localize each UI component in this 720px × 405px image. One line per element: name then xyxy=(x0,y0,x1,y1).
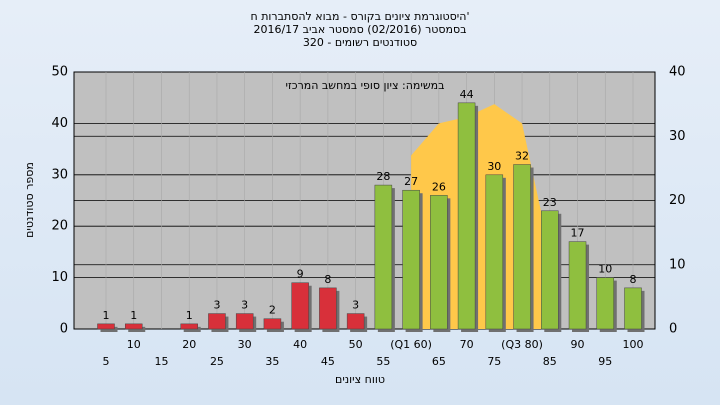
y-axis-label: מספר סטודנטים xyxy=(23,162,36,238)
y-tick-label: 50 xyxy=(51,65,68,80)
value-label: 8 xyxy=(630,273,637,286)
bar xyxy=(124,323,143,330)
bar xyxy=(374,184,393,330)
bar xyxy=(97,323,115,330)
x-tick-label: 55 xyxy=(376,355,390,368)
value-label: 27 xyxy=(404,175,418,188)
x-tick-label: 15 xyxy=(154,355,168,368)
bar xyxy=(485,174,504,330)
y-tick-label: 0 xyxy=(60,322,68,337)
bar xyxy=(402,189,420,330)
x-tick-label: 25 xyxy=(210,355,224,368)
bar xyxy=(430,195,448,330)
x-tick-label: 20 xyxy=(182,338,196,351)
value-label: 9 xyxy=(297,268,304,281)
x-tick-label: 40 xyxy=(293,338,307,351)
x-tick-label: (Q1 60) xyxy=(390,338,432,351)
x-tick-label: 75 xyxy=(487,355,501,368)
value-label: 1 xyxy=(103,309,110,322)
bar xyxy=(513,164,531,330)
chart-title: 'היסטוגרמת ציונים בקורס - מבוא להסתברות … xyxy=(251,10,470,23)
bar xyxy=(596,277,615,330)
x-tick-label: 50 xyxy=(349,338,363,351)
value-label: 26 xyxy=(432,180,446,193)
y2-tick-label: 10 xyxy=(669,257,686,272)
x-tick-label: 95 xyxy=(598,355,612,368)
bar-shadow xyxy=(183,326,201,332)
value-label: 2 xyxy=(269,304,276,317)
bar xyxy=(319,287,337,330)
value-label: 30 xyxy=(487,160,501,173)
x-axis-label: טווח ציונים xyxy=(335,373,385,386)
value-label: 23 xyxy=(543,196,557,209)
y2-tick-label: 40 xyxy=(669,65,686,80)
value-label: 3 xyxy=(352,299,359,312)
value-label: 10 xyxy=(598,263,612,276)
x-tick-label: 35 xyxy=(265,355,279,368)
y2-tick-label: 20 xyxy=(669,193,686,208)
bar-shadow xyxy=(128,326,146,332)
y2-tick-label: 0 xyxy=(669,322,677,337)
x-tick-label: (Q3 80) xyxy=(501,338,543,351)
chart-title: בסמסטר (02/2016) סמסטר אביב 2016/17 xyxy=(253,23,466,36)
value-label: 28 xyxy=(376,170,390,183)
bar xyxy=(346,313,365,330)
x-tick-label: 5 xyxy=(103,355,110,368)
y-tick-label: 40 xyxy=(51,116,68,131)
bar xyxy=(180,323,198,330)
bar-shadow xyxy=(100,326,118,332)
value-label: 44 xyxy=(460,88,474,101)
x-tick-label: 45 xyxy=(321,355,335,368)
value-label: 32 xyxy=(515,150,529,163)
value-label: 17 xyxy=(571,227,585,240)
annotation: במשימה: ציון סופי במחשב המרכזי xyxy=(285,79,444,92)
value-label: 8 xyxy=(324,273,331,286)
bar xyxy=(457,102,476,330)
x-tick-label: 30 xyxy=(238,338,252,351)
value-label: 3 xyxy=(241,299,248,312)
x-tick-label: 90 xyxy=(571,338,585,351)
chart-title: סטודנטים רשומים - 320 xyxy=(303,36,417,49)
y2-tick-label: 30 xyxy=(669,129,686,144)
bar xyxy=(291,282,309,330)
bar xyxy=(541,210,559,330)
bar xyxy=(208,313,226,330)
x-tick-label: 10 xyxy=(127,338,141,351)
value-label: 3 xyxy=(213,299,220,312)
value-label: 1 xyxy=(186,309,193,322)
bar xyxy=(568,241,587,330)
y-tick-label: 10 xyxy=(51,270,68,285)
bar xyxy=(235,313,254,330)
bar xyxy=(624,287,642,330)
y-tick-label: 20 xyxy=(51,219,68,234)
x-tick-label: 85 xyxy=(543,355,557,368)
x-tick-label: 100 xyxy=(623,338,644,351)
x-tick-label: 70 xyxy=(460,338,474,351)
value-label: 1 xyxy=(130,309,137,322)
y-tick-label: 30 xyxy=(51,167,68,182)
x-tick-label: 65 xyxy=(432,355,446,368)
bar xyxy=(263,318,282,330)
